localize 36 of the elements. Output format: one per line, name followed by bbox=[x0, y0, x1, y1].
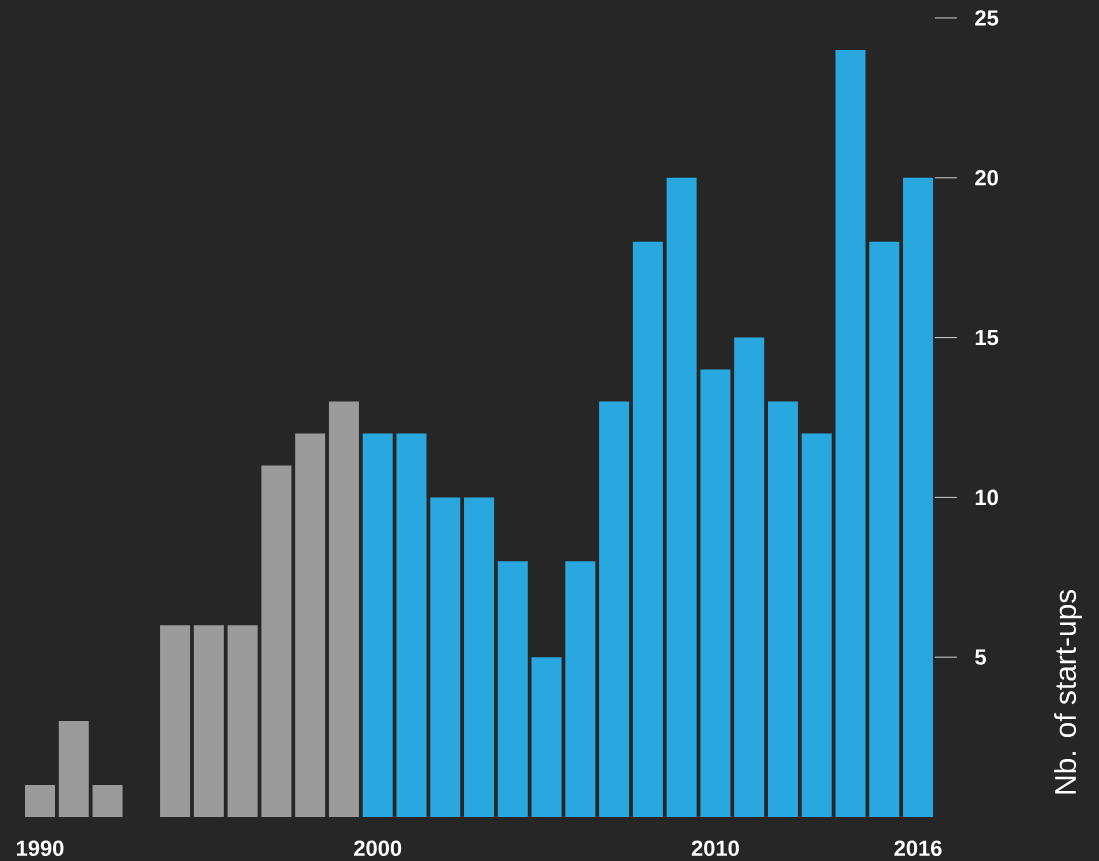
bar bbox=[666, 177, 697, 817]
y-axis-title: Nb. of start-ups bbox=[1054, 589, 1082, 794]
bar bbox=[801, 433, 832, 817]
bar bbox=[396, 433, 427, 817]
x-tick-label: 2000 bbox=[354, 840, 402, 857]
bar bbox=[700, 369, 731, 817]
bar bbox=[565, 561, 596, 817]
x-tick-label: 2010 bbox=[691, 840, 739, 857]
bar bbox=[193, 625, 224, 817]
bar bbox=[58, 721, 89, 817]
bar bbox=[227, 625, 258, 817]
y-tick-label: 15 bbox=[975, 329, 999, 346]
bar bbox=[869, 241, 900, 817]
bar bbox=[328, 401, 359, 817]
bar bbox=[734, 337, 765, 817]
y-tick-label: 20 bbox=[975, 170, 998, 186]
bar bbox=[464, 497, 495, 817]
y-tick-label: 10 bbox=[975, 489, 998, 506]
y-tick-label: 5 bbox=[975, 649, 987, 665]
bar bbox=[497, 561, 528, 817]
bar bbox=[767, 401, 798, 817]
x-tick-label: 2016 bbox=[894, 840, 942, 857]
bar bbox=[835, 49, 866, 817]
bar bbox=[92, 785, 123, 817]
bar bbox=[531, 657, 562, 817]
bar bbox=[599, 401, 630, 817]
bar bbox=[25, 785, 55, 817]
x-tick-label: 1990 bbox=[17, 840, 64, 857]
y-tick-label: 25 bbox=[975, 10, 999, 26]
bar bbox=[903, 177, 934, 817]
bar bbox=[632, 241, 663, 817]
bar bbox=[261, 465, 292, 817]
bar bbox=[430, 497, 461, 817]
bar bbox=[362, 433, 393, 817]
bar bbox=[295, 433, 326, 817]
bar bbox=[160, 625, 191, 817]
